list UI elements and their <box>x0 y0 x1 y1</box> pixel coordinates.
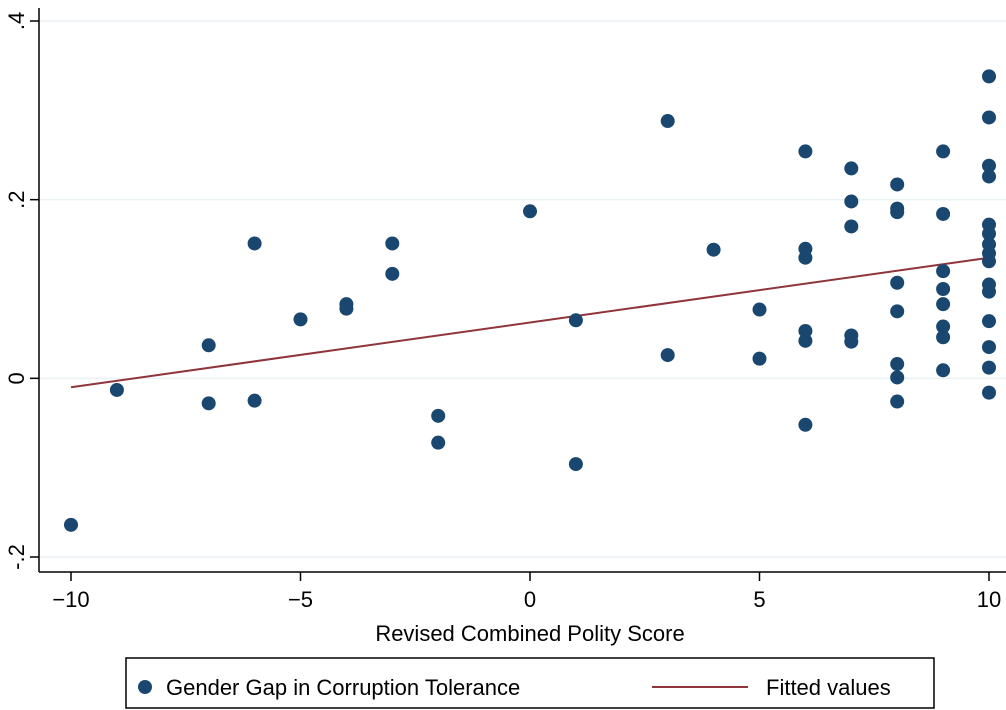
data-point-39 <box>890 394 905 409</box>
data-point-10 <box>385 266 400 281</box>
data-point-0 <box>64 517 78 532</box>
data-point-25 <box>798 333 813 348</box>
data-point-8 <box>339 301 354 316</box>
data-point-53 <box>982 226 996 241</box>
data-point-28 <box>844 194 859 209</box>
x-tick-label-3: 5 <box>753 587 765 612</box>
y-tick-label-0: -.2 <box>4 544 29 570</box>
data-point-35 <box>890 275 905 290</box>
data-point-62 <box>982 385 996 400</box>
data-point-44 <box>936 297 951 312</box>
data-point-56 <box>982 254 996 269</box>
data-point-6 <box>293 312 308 327</box>
data-point-60 <box>982 340 996 355</box>
data-point-11 <box>431 408 446 423</box>
data-point-2 <box>201 338 216 353</box>
legend-label-scatter: Gender Gap in Corruption Tolerance <box>166 675 520 700</box>
data-point-40 <box>936 144 951 159</box>
data-point-23 <box>798 250 813 265</box>
data-point-41 <box>936 206 951 221</box>
axes: -.2 0 .2 .4 −10 −5 0 5 10 <box>4 8 1006 612</box>
data-point-31 <box>844 334 859 349</box>
data-point-34 <box>890 205 905 220</box>
data-point-21 <box>798 144 813 159</box>
x-axis-title: Revised Combined Polity Score <box>375 621 684 646</box>
data-point-24 <box>798 323 813 338</box>
data-point-29 <box>844 219 859 234</box>
data-point-48 <box>982 69 996 84</box>
data-point-37 <box>890 357 905 372</box>
data-point-20 <box>752 351 767 366</box>
data-point-27 <box>844 161 859 176</box>
data-point-14 <box>568 313 583 328</box>
data-point-1 <box>109 382 124 397</box>
x-tick-label-4: 10 <box>977 587 1001 612</box>
fitted-line <box>70 256 990 389</box>
legend-marker-scatter <box>138 680 152 694</box>
data-point-5 <box>247 393 262 408</box>
data-point-51 <box>982 169 996 184</box>
data-point-12 <box>431 435 446 450</box>
data-point-9 <box>385 236 400 251</box>
data-point-4 <box>247 236 262 251</box>
fitted-line-layer <box>70 256 990 389</box>
legend: Gender Gap in Corruption Tolerance Fitte… <box>125 657 935 709</box>
data-point-46 <box>936 330 951 345</box>
x-tick-label-2: 0 <box>524 587 536 612</box>
data-point-61 <box>982 360 996 375</box>
data-point-16 <box>660 114 675 129</box>
y-tick-label-3: .4 <box>4 12 29 30</box>
data-point-58 <box>982 284 996 299</box>
grid-lines <box>39 20 1006 558</box>
data-point-50 <box>982 158 996 173</box>
y-tick-label-2: .2 <box>4 190 29 208</box>
y-tick-label-1: 0 <box>4 372 29 384</box>
data-point-15 <box>568 457 583 472</box>
data-point-59 <box>982 314 996 329</box>
x-tick-label-1: −5 <box>288 587 313 612</box>
data-point-36 <box>890 304 905 319</box>
data-point-45 <box>936 319 951 334</box>
data-point-3 <box>201 396 216 411</box>
data-point-26 <box>798 417 813 432</box>
data-point-13 <box>523 204 537 219</box>
x-tick-label-0: −10 <box>52 587 89 612</box>
data-point-32 <box>890 177 905 192</box>
data-point-49 <box>982 110 996 125</box>
data-point-47 <box>936 363 951 378</box>
data-points <box>64 69 996 532</box>
data-point-42 <box>936 264 951 279</box>
data-point-17 <box>660 348 675 363</box>
data-point-19 <box>752 302 767 317</box>
data-point-38 <box>890 370 905 385</box>
legend-label-line: Fitted values <box>766 675 891 700</box>
legend-box <box>125 657 935 709</box>
data-point-43 <box>936 282 951 296</box>
data-point-18 <box>706 242 721 257</box>
